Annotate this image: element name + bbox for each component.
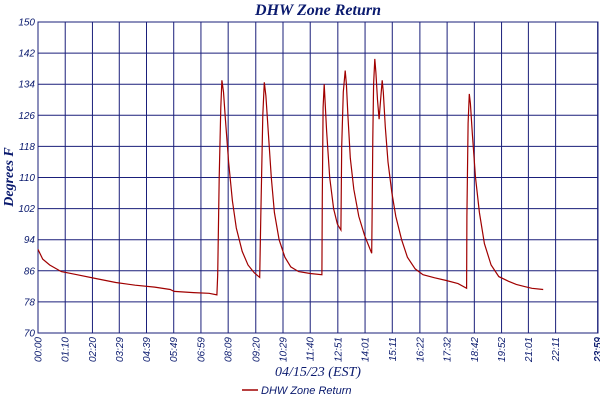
x-tick-label: 23:59: [593, 337, 600, 363]
y-tick-label: 134: [18, 80, 35, 91]
x-tick-label: 01:10: [61, 337, 72, 362]
gridlines: [37, 21, 599, 334]
legend-label: DHW Zone Return: [261, 385, 351, 397]
x-tick-label: 04:39: [142, 337, 153, 362]
y-tick-label: 118: [19, 142, 35, 153]
x-tick-label: 11:40: [306, 337, 317, 362]
x-tick-label: 09:20: [251, 337, 262, 362]
chart-title: DHW Zone Return: [254, 2, 381, 19]
x-tick-label: 22:11: [551, 337, 562, 362]
legend: DHW Zone Return: [242, 385, 351, 397]
x-tick-label: 21:01: [524, 337, 535, 363]
y-tick-label: 94: [24, 235, 36, 246]
x-tick-label: 23:59: [594, 337, 600, 363]
x-tick-label: 19:52: [497, 337, 508, 362]
series-line: [37, 58, 544, 296]
y-axis-label: Degrees F: [2, 147, 17, 208]
x-tick-label: 02:20: [88, 337, 99, 362]
y-tick-label: 86: [24, 266, 36, 277]
x-tick-label: 15:11: [388, 337, 399, 361]
x-tick-label: 05:49: [169, 337, 180, 362]
y-tick-label: 70: [24, 329, 36, 340]
x-tick-label: 12:51: [333, 337, 344, 362]
x-tick-label: 16:22: [415, 337, 426, 362]
x-tick-label: 14:01: [361, 337, 372, 362]
x-tick-label: 00:00: [34, 337, 45, 362]
x-tick-label: 10:29: [279, 337, 290, 362]
x-tick-label: 08:09: [224, 337, 235, 362]
x-tick-labels: 00:00 01:10 02:20 03:29 04:39 05:49 06:59 08:09…: [34, 337, 600, 363]
y-tick-label: 102: [18, 204, 35, 215]
y-tick-label: 150: [18, 18, 35, 29]
y-tick-labels: 70 78 86 94 102 110 118 126 134 142 150: [18, 18, 35, 340]
x-tick-label: 03:29: [115, 337, 126, 362]
y-tick-label: 110: [19, 173, 35, 184]
x-axis-label: 04/15/23 (EST): [275, 365, 361, 380]
y-tick-label: 78: [24, 297, 36, 308]
x-tick-label: 06:59: [196, 337, 207, 362]
x-tick-label: 17:32: [443, 337, 454, 362]
y-tick-label: 126: [18, 111, 35, 122]
series-layer: [37, 58, 544, 296]
x-tick-label: 18:42: [470, 337, 481, 362]
y-tick-label: 142: [18, 49, 35, 60]
